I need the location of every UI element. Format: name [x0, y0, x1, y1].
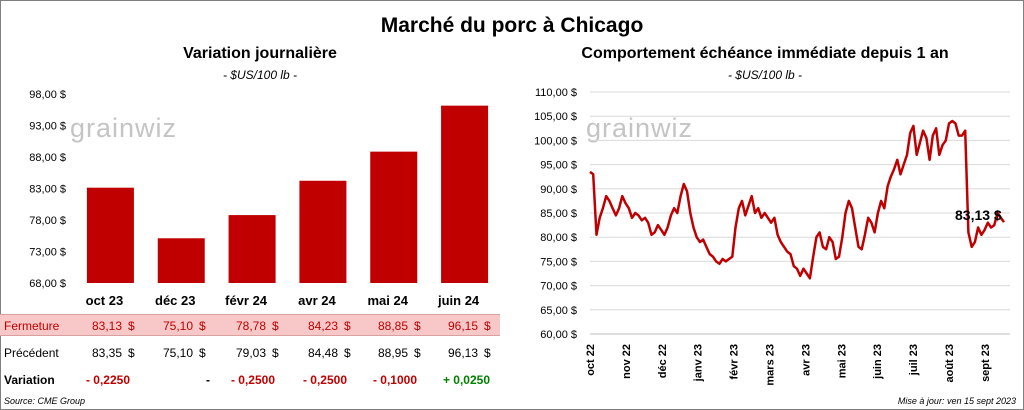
x-tick-label: août 23	[944, 344, 956, 383]
x-category-label: déc 23	[155, 293, 195, 308]
currency-sign: $	[272, 319, 279, 333]
row-label: Variation	[4, 373, 55, 387]
x-tick-label: juil 23	[908, 344, 920, 376]
right-watermark-logo: grainwiz	[586, 113, 694, 143]
price-series-line	[589, 119, 1006, 280]
currency-sign: $	[414, 346, 421, 360]
table-cell: 83,35	[91, 346, 122, 360]
variation-cell: -	[206, 373, 210, 387]
row-label: Fermeture	[4, 319, 60, 333]
x-tick-label: févr 23	[729, 344, 741, 379]
x-tick-label: juin 23	[872, 344, 884, 380]
y-tick-label: 98,00 $	[29, 89, 66, 101]
y-tick-label: 68,00 $	[29, 278, 66, 290]
x-tick-label: mai 23	[836, 344, 848, 378]
bar-avr-24	[299, 180, 347, 283]
x-category-label: avr 24	[298, 293, 336, 308]
x-category-label: févr 24	[225, 293, 268, 308]
x-tick-label: janv 23	[693, 344, 705, 382]
y-tick-label: 85,00 $	[540, 208, 577, 220]
table-cell: 79,03	[235, 346, 266, 360]
x-category-label: juin 24	[437, 293, 480, 308]
table-cell: 84,48	[307, 346, 338, 360]
page-title: Marché du porc à Chicago	[380, 14, 644, 37]
bar-juin-24	[441, 105, 489, 283]
currency-sign: $	[484, 319, 491, 333]
last-value-label: 83,13 $	[955, 207, 1002, 223]
update-note: Mise à jour: ven 15 sept 2023	[897, 396, 1016, 406]
currency-sign: $	[414, 319, 421, 333]
table-cell: 96,15	[447, 319, 478, 333]
y-tick-label: 88,00 $	[29, 152, 66, 164]
x-tick-label: mars 23	[764, 344, 776, 386]
table-cell: 88,95	[377, 346, 408, 360]
row-label: Précédent	[4, 346, 59, 360]
currency-sign: $	[344, 319, 351, 333]
bar-févr-24	[228, 215, 276, 283]
x-tick-label: sept 23	[980, 344, 992, 382]
source-note: Source: CME Group	[4, 396, 86, 406]
variation-cell: + 0,0250	[442, 373, 490, 387]
bar-mai-24	[370, 151, 418, 283]
y-tick-label: 73,00 $	[29, 247, 66, 259]
variation-cell: - 0,2500	[302, 373, 347, 387]
right-chart-title: Comportement échéance immédiate depuis 1…	[581, 45, 949, 62]
currency-sign: $	[344, 346, 351, 360]
x-category-label: mai 24	[368, 293, 409, 308]
y-tick-label: 105,00 $	[534, 111, 577, 123]
bar-déc-23	[157, 238, 205, 283]
table-row-precedent: Précédent 83,35 $ 75,10 $ 79,03 $ 84,48 $ 88…	[0, 342, 500, 364]
bar-oct-23	[86, 187, 134, 283]
currency-sign: $	[199, 319, 206, 333]
currency-sign: $	[484, 346, 491, 360]
y-tick-label: 65,00 $	[540, 305, 577, 317]
y-tick-label: 95,00 $	[540, 160, 577, 172]
y-tick-label: 93,00 $	[29, 121, 66, 133]
currency-sign: $	[128, 319, 135, 333]
table-cell: 75,10	[162, 346, 193, 360]
table-cell: 78,78	[235, 319, 266, 333]
y-tick-label: 100,00 $	[534, 135, 577, 147]
y-tick-label: 70,00 $	[540, 281, 577, 293]
variation-cell: - 0,2500	[230, 373, 275, 387]
table-cell: 88,85	[377, 319, 408, 333]
left-chart-unit: - $US/100 lb -	[222, 68, 298, 82]
y-tick-label: 110,00 $	[535, 87, 577, 99]
left-chart-title: Variation journalière	[183, 45, 337, 62]
table-cell: 83,13	[91, 319, 122, 333]
x-tick-label: nov 22	[621, 344, 633, 379]
variation-cell: - 0,1000	[372, 373, 417, 387]
currency-sign: $	[272, 346, 279, 360]
y-tick-label: 75,00 $	[540, 256, 577, 268]
table-row-fermeture: Fermeture 83,13 $ 75,10 $ 78,78 $ 84,23 $ 88…	[0, 314, 500, 336]
variation-cell: - 0,2250	[85, 373, 130, 387]
x-category-label: oct 23	[86, 293, 124, 308]
currency-sign: $	[128, 346, 135, 360]
x-tick-label: oct 22	[585, 344, 597, 376]
y-tick-label: 80,00 $	[540, 232, 577, 244]
x-tick-label: avr 23	[800, 344, 812, 376]
right-chart-unit: - $US/100 lb -	[727, 68, 803, 82]
table-cell: 75,10	[162, 319, 193, 333]
y-tick-label: 60,00 $	[540, 329, 577, 341]
table-row-variation: Variation - 0,2250 - - 0,2500 - 0,2500 -…	[0, 369, 500, 391]
y-tick-label: 78,00 $	[29, 215, 66, 227]
x-tick-label: déc 22	[657, 344, 669, 378]
left-watermark-logo: grainwiz	[70, 113, 178, 143]
table-cell: 84,23	[307, 319, 338, 333]
currency-sign: $	[199, 346, 206, 360]
table-cell: 96,13	[447, 346, 478, 360]
y-tick-label: 83,00 $	[29, 184, 66, 196]
y-tick-label: 90,00 $	[540, 184, 577, 196]
